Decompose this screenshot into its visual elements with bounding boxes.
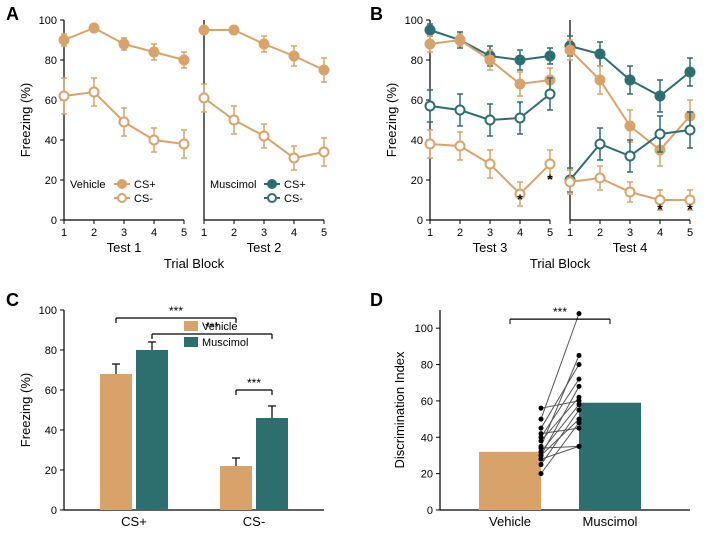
svg-text:Test 1: Test 1 xyxy=(107,240,142,255)
svg-text:20: 20 xyxy=(421,469,433,481)
svg-text:40: 40 xyxy=(421,432,433,444)
svg-text:*: * xyxy=(547,171,553,187)
svg-text:60: 60 xyxy=(411,95,423,107)
svg-text:80: 80 xyxy=(421,360,433,372)
svg-text:*: * xyxy=(687,201,693,217)
svg-text:CS+: CS+ xyxy=(134,179,156,191)
svg-text:40: 40 xyxy=(45,425,57,437)
svg-text:40: 40 xyxy=(411,135,423,147)
svg-text:CS-: CS- xyxy=(134,193,153,205)
svg-text:3: 3 xyxy=(627,227,633,239)
svg-text:4: 4 xyxy=(291,227,297,239)
svg-text:***: *** xyxy=(553,305,567,319)
svg-text:CS-: CS- xyxy=(243,514,265,529)
figure-svg: 020406080100Freezing (%)12345Test 112345… xyxy=(0,0,726,547)
svg-text:*: * xyxy=(517,191,523,207)
svg-text:CS-: CS- xyxy=(284,193,303,205)
svg-text:Trial Block: Trial Block xyxy=(164,256,225,271)
svg-text:100: 100 xyxy=(39,305,57,317)
svg-text:100: 100 xyxy=(39,15,57,27)
svg-text:Discrimination Index: Discrimination Index xyxy=(392,351,407,469)
panel-c-label: C xyxy=(6,290,19,311)
svg-text:Freezing (%): Freezing (%) xyxy=(384,83,399,157)
svg-text:Vehicle: Vehicle xyxy=(70,179,105,191)
svg-text:1: 1 xyxy=(427,227,433,239)
svg-text:60: 60 xyxy=(45,385,57,397)
svg-text:3: 3 xyxy=(487,227,493,239)
svg-text:***: *** xyxy=(169,304,183,318)
svg-text:Muscimol: Muscimol xyxy=(583,514,638,529)
svg-text:CS+: CS+ xyxy=(121,514,147,529)
svg-text:60: 60 xyxy=(45,95,57,107)
svg-text:Test 2: Test 2 xyxy=(247,240,282,255)
svg-text:CS+: CS+ xyxy=(284,179,306,191)
svg-text:4: 4 xyxy=(657,227,663,239)
svg-text:Muscimol: Muscimol xyxy=(210,179,256,191)
svg-text:***: *** xyxy=(247,376,261,390)
svg-text:20: 20 xyxy=(45,465,57,477)
svg-text:Freezing (%): Freezing (%) xyxy=(18,83,33,157)
panel-d-label: D xyxy=(370,290,383,311)
svg-text:2: 2 xyxy=(597,227,603,239)
svg-text:0: 0 xyxy=(427,505,433,517)
svg-text:100: 100 xyxy=(415,323,433,335)
svg-text:20: 20 xyxy=(411,175,423,187)
svg-text:4: 4 xyxy=(151,227,157,239)
svg-text:Test 3: Test 3 xyxy=(473,240,508,255)
svg-text:Muscimol: Muscimol xyxy=(202,337,248,349)
svg-text:Trial Block: Trial Block xyxy=(530,256,591,271)
svg-text:4: 4 xyxy=(517,227,523,239)
svg-text:1: 1 xyxy=(201,227,207,239)
svg-text:0: 0 xyxy=(51,215,57,227)
svg-text:Vehicle: Vehicle xyxy=(202,321,237,333)
svg-text:5: 5 xyxy=(547,227,553,239)
svg-text:80: 80 xyxy=(411,55,423,67)
svg-text:1: 1 xyxy=(61,227,67,239)
svg-text:2: 2 xyxy=(457,227,463,239)
svg-text:3: 3 xyxy=(121,227,127,239)
svg-text:5: 5 xyxy=(181,227,187,239)
svg-text:80: 80 xyxy=(45,55,57,67)
svg-text:Test 4: Test 4 xyxy=(613,240,648,255)
svg-text:0: 0 xyxy=(417,215,423,227)
svg-text:5: 5 xyxy=(321,227,327,239)
svg-text:Freezing (%): Freezing (%) xyxy=(18,373,33,447)
svg-text:Vehicle: Vehicle xyxy=(489,514,531,529)
svg-text:0: 0 xyxy=(51,505,57,517)
svg-text:60: 60 xyxy=(421,396,433,408)
panel-a-label: A xyxy=(6,4,19,25)
svg-text:80: 80 xyxy=(45,345,57,357)
svg-text:100: 100 xyxy=(405,15,423,27)
svg-text:5: 5 xyxy=(687,227,693,239)
svg-text:40: 40 xyxy=(45,135,57,147)
svg-text:1: 1 xyxy=(567,227,573,239)
svg-text:20: 20 xyxy=(45,175,57,187)
svg-text:2: 2 xyxy=(231,227,237,239)
svg-text:3: 3 xyxy=(261,227,267,239)
svg-text:2: 2 xyxy=(91,227,97,239)
panel-b-label: B xyxy=(370,4,383,25)
svg-text:*: * xyxy=(657,201,663,217)
